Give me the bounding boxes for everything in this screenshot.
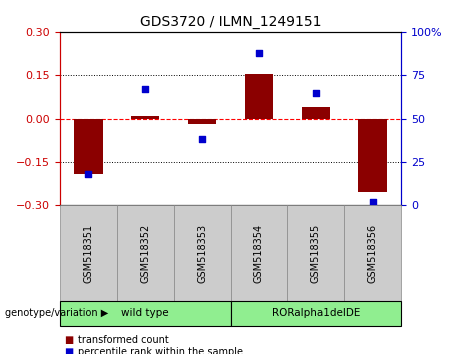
Point	[85, 171, 92, 177]
Bar	[245, 74, 273, 119]
Point	[198, 137, 206, 142]
Point	[255, 50, 263, 56]
Text: GSM518351: GSM518351	[83, 223, 94, 283]
Point	[312, 90, 319, 96]
Bar	[301, 107, 330, 119]
Title: GDS3720 / ILMN_1249151: GDS3720 / ILMN_1249151	[140, 16, 321, 29]
Text: GSM518356: GSM518356	[367, 223, 378, 283]
Point	[142, 86, 149, 92]
Bar	[358, 119, 387, 192]
Text: GSM518353: GSM518353	[197, 223, 207, 283]
Text: GSM518354: GSM518354	[254, 223, 264, 283]
Text: GSM518355: GSM518355	[311, 223, 321, 283]
Point	[369, 199, 376, 205]
Bar	[131, 116, 160, 119]
Text: transformed count: transformed count	[78, 335, 169, 345]
Bar	[188, 119, 216, 124]
Text: GSM518352: GSM518352	[140, 223, 150, 283]
Text: genotype/variation ▶: genotype/variation ▶	[5, 308, 108, 318]
Text: percentile rank within the sample: percentile rank within the sample	[78, 347, 243, 354]
Text: ■: ■	[65, 347, 74, 354]
Text: ■: ■	[65, 335, 74, 345]
Bar	[74, 119, 102, 173]
Text: RORalpha1delDE: RORalpha1delDE	[272, 308, 360, 318]
Text: wild type: wild type	[121, 308, 169, 318]
